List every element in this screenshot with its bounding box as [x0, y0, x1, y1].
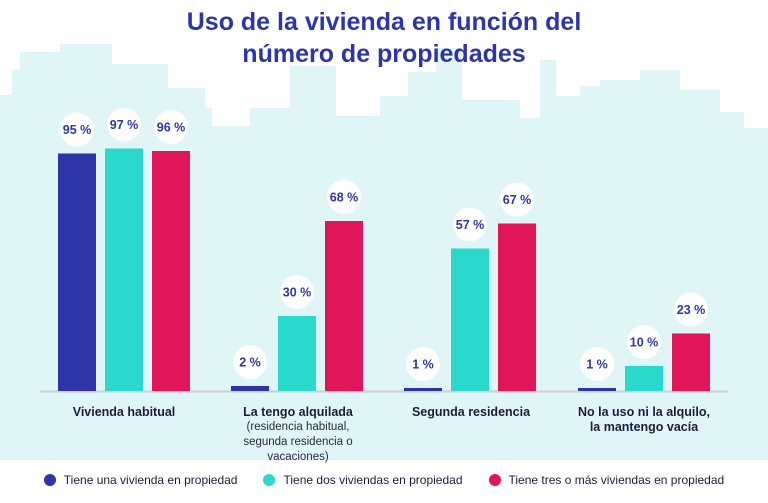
- bar-3-series-2: [451, 248, 489, 391]
- legend-item-3: Tiene tres o más viviendas en propiedad: [488, 473, 725, 487]
- bar-3-series-1: [404, 388, 442, 391]
- data-label-bubble-3-1: [406, 347, 440, 381]
- data-label-3-2: 57 %: [456, 218, 485, 232]
- chart-title: Uso de la vivienda en función del número…: [84, 6, 684, 70]
- data-label-1-1: 95 %: [63, 123, 92, 137]
- category-label-3: Segunda residencia: [361, 405, 581, 420]
- data-label-bubble-2-2: [280, 275, 314, 309]
- data-label-bubble-2-1: [233, 345, 267, 379]
- bar-2-series-2: [278, 316, 316, 391]
- data-label-bubble-1-2: [107, 107, 141, 142]
- legend-label: Tiene una vivienda en propiedad: [63, 473, 238, 487]
- legend-label: Tiene dos viviendas en propiedad: [283, 473, 463, 487]
- chart-title-line-2: número de propiedades: [242, 40, 526, 68]
- legend: Tiene una vivienda en propiedad Tiene dos…: [0, 468, 768, 492]
- data-label-bubble-4-3: [674, 292, 708, 327]
- category-label-main: No la uso ni la alquilo, la mantengo vac…: [578, 405, 710, 434]
- legend-dot-icon: [488, 474, 501, 486]
- data-label-bubble-2-3: [327, 180, 361, 214]
- data-label-bubble-4-2: [627, 325, 661, 359]
- category-label-1: Vivienda habitual: [14, 405, 234, 420]
- bar-1-series-1: [58, 153, 96, 391]
- bar-1-series-3: [152, 151, 190, 391]
- bar-2-series-3: [325, 221, 363, 391]
- category-label-4: No la uso ni la alquilo, la mantengo vac…: [534, 405, 754, 435]
- data-label-4-3: 23 %: [677, 303, 706, 317]
- bar-3-series-3: [498, 223, 536, 391]
- bar-2-series-1: [231, 386, 269, 391]
- bar-1-series-2: [105, 148, 143, 391]
- data-label-bubble-4-1: [580, 347, 614, 381]
- legend-dot-icon: [43, 474, 56, 486]
- category-label-main: La tengo alquilada: [243, 405, 353, 419]
- category-label-2: La tengo alquilada (residencia habitual, …: [188, 405, 408, 465]
- bar-4-series-3: [672, 333, 710, 391]
- legend-dot-icon: [263, 474, 276, 486]
- bar-4-series-1: [578, 388, 616, 391]
- data-label-bubble-1-1: [60, 112, 94, 147]
- data-label-2-3: 68 %: [330, 191, 359, 205]
- legend-item-1: Tiene una vivienda en propiedad: [43, 473, 238, 487]
- category-label-main: Vivienda habitual: [72, 405, 176, 419]
- category-label-main: Segunda residencia: [411, 405, 531, 419]
- category-label-sub: (residencia habitual, segunda residencia…: [243, 421, 353, 463]
- data-label-4-1: 1 %: [586, 358, 608, 372]
- chart-title-line-1: Uso de la vivienda en función del: [186, 8, 582, 36]
- data-label-1-3: 96 %: [157, 121, 186, 135]
- data-label-2-2: 30 %: [283, 286, 312, 300]
- legend-label: Tiene tres o más viviendas en propiedad: [508, 473, 725, 487]
- data-label-bubble-3-2: [453, 207, 487, 242]
- legend-item-2: Tiene dos viviendas en propiedad: [263, 473, 463, 487]
- data-label-bubble-3-3: [500, 182, 534, 217]
- bar-4-series-2: [625, 366, 663, 391]
- data-label-3-1: 1 %: [412, 358, 434, 372]
- data-label-2-1: 2 %: [239, 356, 261, 370]
- data-label-bubble-1-3: [154, 110, 188, 144]
- data-label-3-3: 67 %: [503, 193, 532, 207]
- data-label-4-2: 10 %: [630, 336, 659, 350]
- data-label-1-2: 97 %: [110, 118, 139, 132]
